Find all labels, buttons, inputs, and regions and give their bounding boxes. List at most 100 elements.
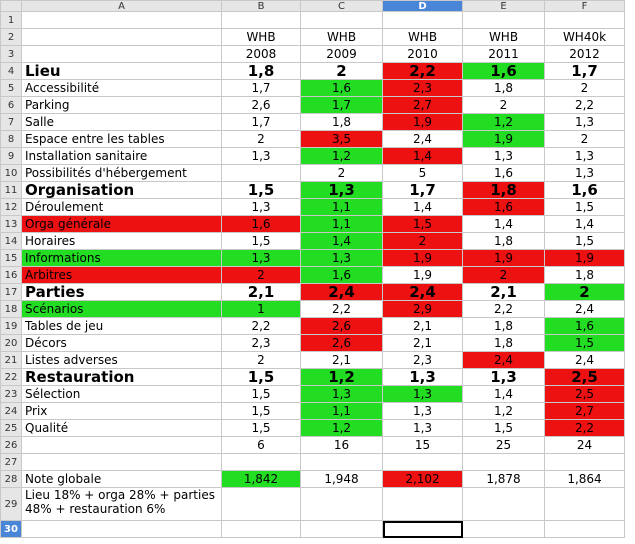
cell-a28[interactable]: Note globale [21, 470, 222, 488]
cell-e24[interactable]: 1,2 [462, 402, 545, 420]
row-header-24[interactable]: 24 [0, 402, 22, 420]
cell-c1[interactable] [300, 11, 383, 29]
cell-d1[interactable] [382, 11, 463, 29]
row-header-25[interactable]: 25 [0, 419, 22, 437]
row-header-14[interactable]: 14 [0, 232, 22, 250]
cell-a3[interactable] [21, 45, 222, 63]
cell-c13[interactable]: 1,1 [300, 215, 383, 233]
cell-a10[interactable]: Possibilités d'hébergement [21, 164, 222, 182]
cell-b15[interactable]: 1,3 [221, 249, 301, 267]
cell-c26[interactable]: 16 [300, 436, 383, 454]
cell-f4[interactable]: 1,7 [544, 62, 625, 80]
cell-c15[interactable]: 1,3 [300, 249, 383, 267]
row-header-23[interactable]: 23 [0, 385, 22, 403]
cell-b21[interactable]: 2 [221, 351, 301, 369]
column-header-f[interactable]: F [544, 0, 625, 12]
cell-d20[interactable]: 2,1 [382, 334, 463, 352]
cell-b18[interactable]: 1 [221, 300, 301, 318]
row-header-16[interactable]: 16 [0, 266, 22, 284]
cell-f11[interactable]: 1,6 [544, 181, 625, 199]
row-header-5[interactable]: 5 [0, 79, 22, 97]
row-header-10[interactable]: 10 [0, 164, 22, 182]
cell-a2[interactable] [21, 28, 222, 46]
cell-d7[interactable]: 1,9 [382, 113, 463, 131]
cell-d18[interactable]: 2,9 [382, 300, 463, 318]
row-header-8[interactable]: 8 [0, 130, 22, 148]
cell-c7[interactable]: 1,8 [300, 113, 383, 131]
cell-e16[interactable]: 2 [462, 266, 545, 284]
cell-b12[interactable]: 1,3 [221, 198, 301, 216]
cell-a22[interactable]: Restauration [21, 368, 222, 386]
row-header-27[interactable]: 27 [0, 453, 22, 471]
cell-c29[interactable] [300, 487, 383, 521]
cell-f1[interactable] [544, 11, 625, 29]
cell-e29[interactable] [462, 487, 545, 521]
cell-e8[interactable]: 1,9 [462, 130, 545, 148]
cell-f13[interactable]: 1,4 [544, 215, 625, 233]
cell-b5[interactable]: 1,7 [221, 79, 301, 97]
cell-d13[interactable]: 1,5 [382, 215, 463, 233]
row-header-1[interactable]: 1 [0, 11, 22, 29]
cell-f10[interactable]: 1,3 [544, 164, 625, 182]
cell-f30[interactable] [544, 520, 625, 538]
row-header-28[interactable]: 28 [0, 470, 22, 488]
cell-a27[interactable] [21, 453, 222, 471]
cell-b28[interactable]: 1,842 [221, 470, 301, 488]
cell-f12[interactable]: 1,5 [544, 198, 625, 216]
cell-e12[interactable]: 1,6 [462, 198, 545, 216]
cell-f20[interactable]: 1,5 [544, 334, 625, 352]
cell-c30[interactable] [300, 520, 383, 538]
cell-c5[interactable]: 1,6 [300, 79, 383, 97]
row-header-17[interactable]: 17 [0, 283, 22, 301]
cell-e13[interactable]: 1,4 [462, 215, 545, 233]
cell-a14[interactable]: Horaires [21, 232, 222, 250]
select-all-corner[interactable] [0, 0, 22, 12]
cell-e3[interactable]: 2011 [462, 45, 545, 63]
cell-d6[interactable]: 2,7 [382, 96, 463, 114]
cell-b25[interactable]: 1,5 [221, 419, 301, 437]
cell-c4[interactable]: 2 [300, 62, 383, 80]
cell-a8[interactable]: Espace entre les tables [21, 130, 222, 148]
cell-d30[interactable] [382, 520, 463, 538]
cell-f27[interactable] [544, 453, 625, 471]
row-header-26[interactable]: 26 [0, 436, 22, 454]
cell-f19[interactable]: 1,6 [544, 317, 625, 335]
cell-f16[interactable]: 1,8 [544, 266, 625, 284]
cell-b6[interactable]: 2,6 [221, 96, 301, 114]
cell-b19[interactable]: 2,2 [221, 317, 301, 335]
cell-a16[interactable]: Arbitres [21, 266, 222, 284]
column-header-a[interactable]: A [21, 0, 222, 12]
row-header-9[interactable]: 9 [0, 147, 22, 165]
cell-b13[interactable]: 1,6 [221, 215, 301, 233]
cell-c19[interactable]: 2,6 [300, 317, 383, 335]
cell-d15[interactable]: 1,9 [382, 249, 463, 267]
cell-d4[interactable]: 2,2 [382, 62, 463, 80]
row-header-15[interactable]: 15 [0, 249, 22, 267]
row-header-29[interactable]: 29 [0, 487, 22, 521]
cell-f21[interactable]: 2,4 [544, 351, 625, 369]
cell-b24[interactable]: 1,5 [221, 402, 301, 420]
cell-c6[interactable]: 1,7 [300, 96, 383, 114]
cell-c27[interactable] [300, 453, 383, 471]
cell-f22[interactable]: 2,5 [544, 368, 625, 386]
row-header-13[interactable]: 13 [0, 215, 22, 233]
cell-a1[interactable] [21, 11, 222, 29]
cell-e26[interactable]: 25 [462, 436, 545, 454]
row-header-2[interactable]: 2 [0, 28, 22, 46]
cell-a7[interactable]: Salle [21, 113, 222, 131]
cell-e25[interactable]: 1,5 [462, 419, 545, 437]
cell-d17[interactable]: 2,4 [382, 283, 463, 301]
cell-f18[interactable]: 2,4 [544, 300, 625, 318]
cell-d16[interactable]: 1,9 [382, 266, 463, 284]
cell-b7[interactable]: 1,7 [221, 113, 301, 131]
cell-d29[interactable] [382, 487, 463, 521]
column-header-e[interactable]: E [462, 0, 545, 12]
cell-b22[interactable]: 1,5 [221, 368, 301, 386]
cell-c16[interactable]: 1,6 [300, 266, 383, 284]
cell-e1[interactable] [462, 11, 545, 29]
cell-e2[interactable]: WHB [462, 28, 545, 46]
cell-b27[interactable] [221, 453, 301, 471]
cell-d5[interactable]: 2,3 [382, 79, 463, 97]
cell-a24[interactable]: Prix [21, 402, 222, 420]
cell-d25[interactable]: 1,3 [382, 419, 463, 437]
